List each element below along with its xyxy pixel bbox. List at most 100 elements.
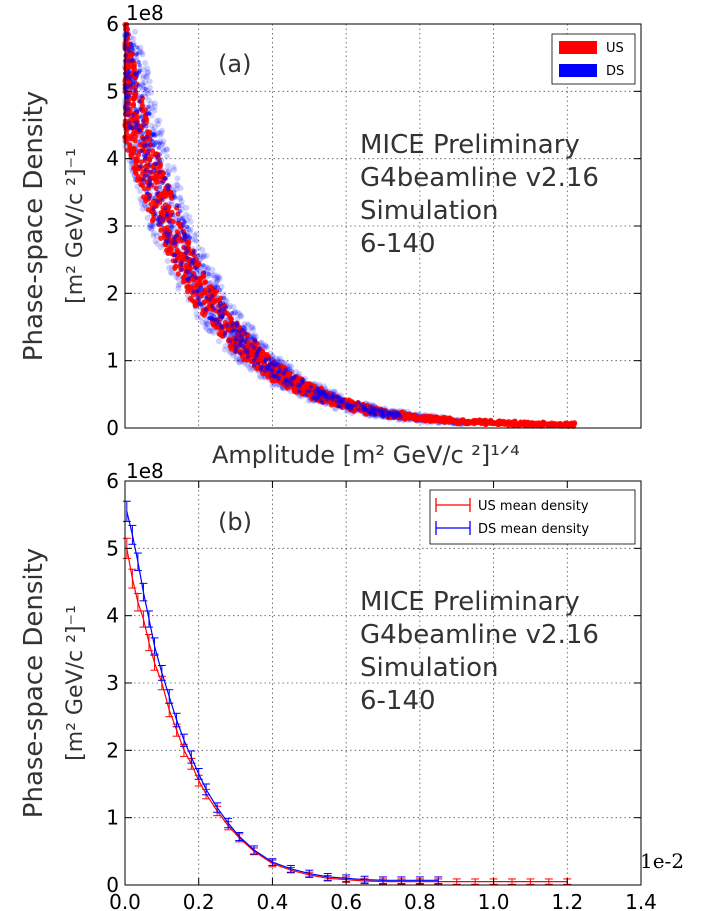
ds-point [157, 132, 164, 139]
ds-point [215, 284, 220, 290]
us-mean-errorbar [508, 878, 516, 885]
y-tick-label: 1 [106, 806, 119, 830]
ds-point [165, 240, 171, 246]
ds-point [342, 401, 347, 406]
ds-point [263, 344, 270, 351]
us-point [187, 265, 194, 271]
panel-b-annotation-line-2: G4beamline v2.16 [360, 620, 599, 650]
us-point [545, 423, 552, 429]
ds-point [252, 363, 257, 368]
panel-a-ylabel-line-2: [m² GeV/c ²]⁻¹ [63, 148, 88, 304]
y-tick-label: 6 [106, 12, 119, 36]
us-point [202, 279, 209, 285]
x-tick-label: 1.0 [478, 890, 510, 911]
ds-point [214, 275, 221, 281]
ds-point [146, 84, 153, 91]
ds-point [193, 238, 200, 245]
panel-b-label: (b) [218, 508, 252, 536]
ds-point [182, 245, 188, 251]
ds-point [209, 293, 215, 299]
ds-point [307, 388, 312, 394]
ds-point [128, 161, 135, 167]
ds-point [199, 319, 206, 326]
ds-mean-errorbar [397, 876, 406, 885]
panel-a-yticks: 0 1 2 3 4 5 6 [106, 12, 641, 440]
ds-point [194, 275, 199, 280]
ds-point [140, 74, 146, 81]
ds-point [271, 374, 277, 379]
panel-b-yticks: 0 1 2 3 4 5 6 [106, 469, 641, 897]
ds-point [337, 399, 342, 404]
ds-point [285, 383, 290, 388]
ds-point [139, 51, 146, 58]
ds-point [169, 270, 176, 277]
ds-point [146, 104, 151, 110]
legend-swatch-ds [559, 64, 597, 77]
ds-point [297, 383, 303, 388]
ds-point [220, 291, 227, 298]
ds-point [147, 169, 153, 174]
ds-point [145, 97, 152, 104]
us-point [349, 399, 355, 405]
ds-point [244, 362, 251, 369]
ds-point [180, 216, 185, 221]
ds-point [204, 321, 211, 327]
ds-point [196, 288, 201, 293]
ds-point [212, 280, 219, 287]
ds-point [301, 378, 306, 383]
us-point [303, 383, 309, 389]
ds-mean-errorbar [305, 869, 314, 878]
us-point [138, 159, 144, 165]
ds-point [165, 186, 171, 192]
ds-point [375, 407, 381, 413]
ds-point [233, 349, 238, 354]
ds-point [203, 307, 208, 312]
ds-point [179, 267, 184, 273]
ds-point [209, 328, 216, 334]
us-point [216, 331, 222, 337]
ds-point [144, 124, 149, 129]
ds-mean-errorbar [434, 876, 443, 885]
ds-point [167, 269, 174, 276]
ds-point [146, 221, 153, 228]
us-point [487, 420, 493, 426]
ds-point [321, 390, 326, 396]
ds-point [151, 107, 158, 114]
us-point [423, 416, 429, 422]
ds-point [157, 184, 163, 190]
ds-point [187, 235, 192, 240]
us-point [155, 179, 161, 185]
ds-point [257, 346, 262, 351]
ds-mean-errorbar [286, 864, 295, 873]
us-point [130, 101, 137, 107]
panel-b-grid [125, 481, 641, 885]
ds-point [214, 278, 221, 285]
y-tick-label: 0 [106, 416, 119, 440]
ds-point [207, 279, 214, 286]
ds-point [176, 218, 181, 223]
y-tick-label: 2 [106, 738, 119, 762]
panel-b-annotation: MICE Preliminary G4beamline v2.16 Simula… [360, 587, 599, 716]
ds-point [316, 394, 321, 399]
y-tick-label: 5 [106, 536, 119, 560]
ds-point [234, 322, 240, 327]
ds-point [177, 185, 184, 192]
ds-point [152, 161, 158, 166]
ds-point [155, 217, 160, 222]
ds-point [234, 309, 241, 316]
ds-point [159, 127, 165, 134]
ds-point [234, 316, 241, 322]
ds-point [178, 198, 185, 205]
ds-point [361, 405, 367, 410]
ds-point [229, 311, 235, 316]
ds-mean-errorbar [194, 768, 203, 780]
ds-point [172, 237, 177, 242]
ds-point [152, 142, 157, 148]
ds-point [160, 217, 166, 222]
ds-point [186, 214, 193, 220]
ds-point [191, 289, 196, 294]
ds-mean-errorbar [179, 733, 188, 747]
ds-point [146, 173, 151, 179]
ds-point [170, 224, 175, 229]
